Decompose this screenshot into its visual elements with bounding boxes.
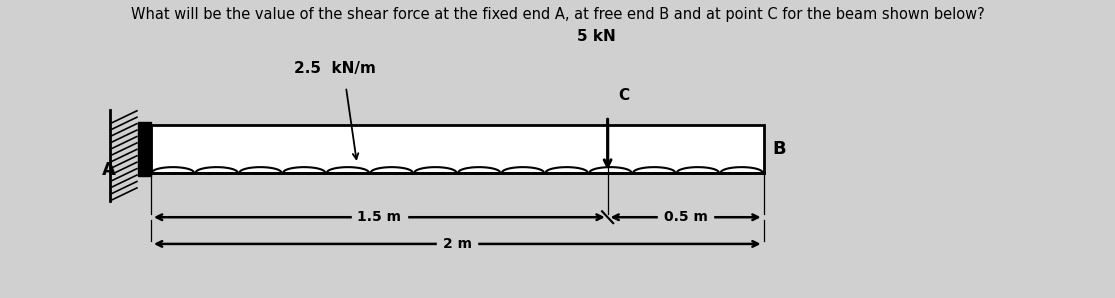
Polygon shape [151, 125, 764, 173]
Text: B: B [773, 140, 786, 158]
Text: A: A [101, 161, 116, 179]
Text: 1.5 m: 1.5 m [357, 210, 401, 224]
Text: 0.5 m: 0.5 m [663, 210, 708, 224]
Text: 2 m: 2 m [443, 237, 472, 251]
Text: What will be the value of the shear force at the fixed end A, at free end B and : What will be the value of the shear forc… [130, 7, 985, 22]
Text: 2.5  kN/m: 2.5 kN/m [294, 61, 376, 76]
Text: C: C [619, 88, 630, 103]
Text: 5 kN: 5 kN [578, 29, 615, 44]
Polygon shape [137, 122, 151, 176]
